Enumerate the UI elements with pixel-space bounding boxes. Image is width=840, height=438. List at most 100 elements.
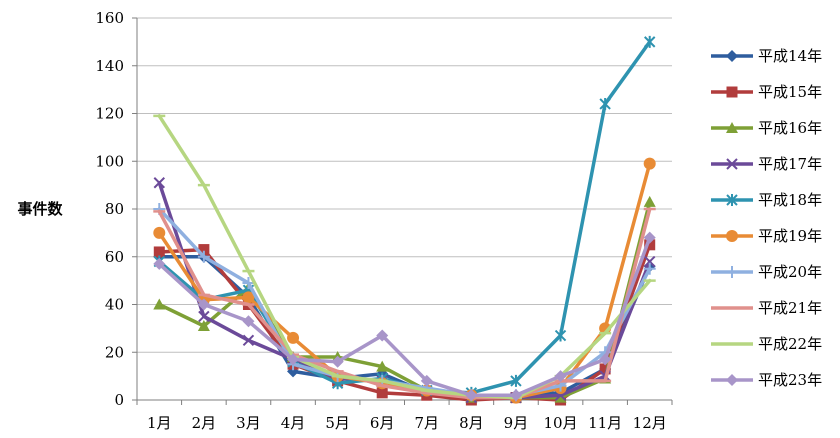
- legend-item: 平成18年: [711, 191, 822, 209]
- data-point: [376, 329, 389, 342]
- data-point: [197, 319, 210, 331]
- data-point: [726, 86, 738, 98]
- y-tick-label: 0: [114, 391, 124, 409]
- x-tick-label: 1月: [147, 414, 172, 432]
- data-point: [726, 194, 738, 206]
- x-tick-label: 5月: [325, 414, 350, 432]
- data-point: [643, 231, 656, 244]
- data-point: [554, 391, 567, 403]
- data-point: [599, 97, 611, 110]
- legend-label: 平成22年: [758, 335, 822, 353]
- data-point: [153, 298, 166, 310]
- legend-label: 平成20年: [758, 263, 822, 281]
- legend-item: 平成17年: [711, 155, 822, 173]
- x-tick-label: 2月: [192, 414, 217, 432]
- data-point: [331, 355, 344, 368]
- data-point: [554, 370, 567, 383]
- legend-item: 平成22年: [711, 335, 822, 353]
- data-point: [153, 246, 165, 258]
- y-tick-label: 160: [95, 9, 124, 27]
- series-line: [157, 235, 652, 397]
- y-tick-label: 80: [105, 200, 124, 218]
- series-line: [157, 207, 652, 400]
- series-9: [153, 231, 656, 402]
- y-tick-label: 100: [95, 152, 124, 170]
- x-tick-label: 8月: [459, 414, 484, 432]
- series-line: [157, 114, 652, 400]
- data-point: [554, 329, 567, 342]
- data-point: [376, 387, 388, 399]
- data-point: [153, 257, 166, 270]
- legend-label: 平成21年: [758, 299, 822, 317]
- legend: 平成14年平成15年平成16年平成17年平成18年平成19年平成20年平成21年…: [711, 47, 822, 389]
- data-point: [643, 157, 656, 170]
- data-point: [197, 250, 210, 263]
- data-point: [599, 363, 611, 375]
- y-tick-label: 140: [95, 57, 124, 75]
- data-point: [599, 353, 612, 366]
- legend-label: 平成18年: [758, 191, 822, 209]
- data-point: [242, 277, 255, 290]
- data-point: [726, 158, 738, 170]
- data-point: [726, 122, 738, 133]
- series-line: [157, 40, 652, 395]
- legend-label: 平成16年: [758, 119, 822, 137]
- y-tick-label: 60: [105, 248, 124, 266]
- x-tick-label: 12月: [633, 414, 667, 432]
- y-axis-title: 事件数: [17, 200, 63, 218]
- x-tick-label: 4月: [281, 414, 306, 432]
- data-point: [726, 50, 738, 62]
- data-point: [509, 389, 522, 402]
- data-point: [153, 177, 165, 189]
- x-tick-label: 7月: [415, 414, 440, 432]
- legend-item: 平成15年: [711, 83, 822, 101]
- y-tick-label: 40: [105, 296, 124, 314]
- data-point: [198, 310, 210, 323]
- series-4: [153, 35, 656, 399]
- data-point: [242, 291, 255, 304]
- data-point: [198, 244, 210, 256]
- data-point: [643, 262, 656, 275]
- data-point: [242, 315, 255, 328]
- data-point: [287, 353, 300, 366]
- data-point: [420, 374, 433, 387]
- legend-label: 平成19年: [758, 227, 822, 245]
- data-point: [726, 266, 738, 278]
- data-point: [726, 374, 738, 386]
- gridlines: [137, 17, 672, 353]
- x-tick-label: 6月: [370, 414, 395, 432]
- data-point: [197, 298, 210, 311]
- legend-item: 平成16年: [711, 119, 822, 137]
- y-tick-label: 120: [95, 105, 124, 123]
- legend-label: 平成17年: [758, 155, 822, 173]
- series-lines: [153, 35, 656, 406]
- x-tick-label: 10月: [543, 414, 577, 432]
- legend-item: 平成19年: [711, 227, 822, 245]
- axes: 0 20 40 60 80 100 120 140 160 1月 2月 3月 4月 5月 6月 7月 8月 9月 1…: [17, 9, 673, 432]
- data-point: [726, 230, 738, 242]
- legend-label: 平成15年: [758, 83, 822, 101]
- series-line: [157, 200, 652, 400]
- legend-label: 平成14年: [758, 47, 822, 65]
- legend-item: 平成20年: [711, 263, 822, 281]
- legend-item: 平成23年: [711, 371, 822, 389]
- data-point: [242, 334, 255, 347]
- data-point: [644, 239, 656, 251]
- data-point: [376, 360, 389, 372]
- x-tick-label: 3月: [236, 414, 261, 432]
- legend-label: 平成23年: [758, 371, 822, 389]
- x-tick-label: 9月: [504, 414, 529, 432]
- data-point: [465, 389, 478, 402]
- data-point: [644, 255, 656, 268]
- data-point: [644, 35, 656, 48]
- data-point: [287, 331, 300, 344]
- legend-item: 平成14年: [711, 47, 822, 65]
- data-point: [153, 226, 166, 239]
- data-point: [643, 195, 656, 207]
- data-point: [510, 374, 522, 387]
- x-tick-label: 11月: [588, 414, 622, 432]
- y-tick-label: 20: [105, 343, 124, 361]
- legend-item: 平成21年: [711, 299, 822, 317]
